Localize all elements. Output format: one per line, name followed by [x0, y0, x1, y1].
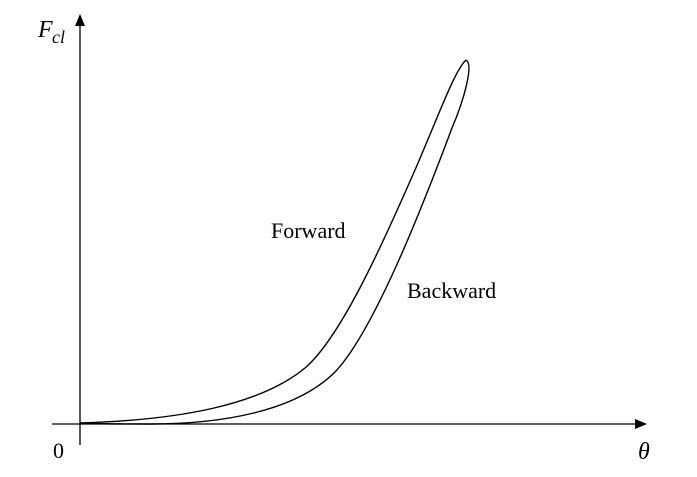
y-axis-label-subscript: cl: [52, 27, 65, 47]
y-axis-label: F: [37, 17, 53, 43]
backward-curve: [79, 59, 470, 425]
x-axis-label: θ: [638, 439, 650, 465]
forward-label: Forward: [271, 218, 346, 243]
origin-label: 0: [53, 438, 64, 463]
backward-label: Backward: [407, 278, 496, 303]
forward-curve: [79, 59, 467, 424]
